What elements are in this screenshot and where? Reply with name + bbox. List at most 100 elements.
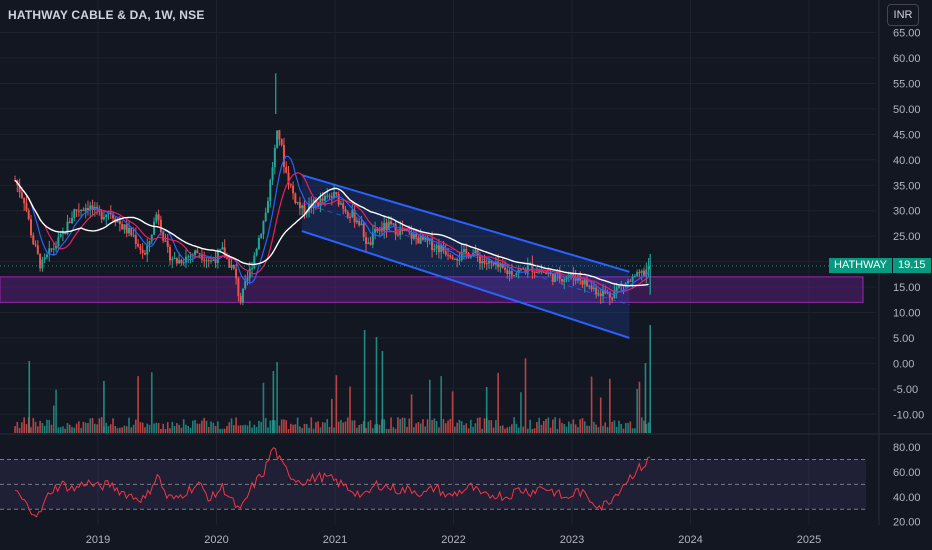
volume-bar	[255, 426, 258, 433]
candle-body	[292, 185, 295, 194]
volume-bar	[622, 428, 625, 433]
candle-body	[100, 212, 103, 220]
candle-body	[68, 221, 71, 223]
volume-bar	[198, 423, 201, 433]
candle-body	[428, 238, 431, 241]
volume-bar	[30, 427, 32, 433]
candle-body	[531, 263, 534, 272]
candle-body	[321, 198, 324, 201]
candle-body	[187, 256, 190, 258]
volume-bar	[264, 418, 267, 433]
volume-bar	[426, 419, 429, 433]
candle-body	[196, 250, 199, 254]
volume-bar	[196, 423, 199, 433]
volume-bar	[577, 427, 579, 433]
volume-bar	[456, 422, 458, 433]
volume-bar	[253, 424, 256, 433]
price-tick-label: -10.00	[893, 409, 924, 421]
candle-body	[547, 272, 550, 275]
ma-white-line[interactable]	[14, 179, 649, 287]
volume-bar	[403, 417, 406, 433]
volume-bar	[479, 417, 481, 433]
candle-body	[121, 224, 124, 230]
volume-bar	[260, 421, 262, 433]
volume-bar	[533, 428, 536, 433]
candle-body	[96, 206, 99, 210]
rsi-line[interactable]	[14, 447, 651, 518]
candle-body	[285, 166, 288, 173]
candle-body	[251, 268, 254, 270]
candle-body	[597, 293, 600, 295]
volume-bar	[153, 423, 155, 433]
candle-body	[643, 270, 646, 277]
candle-body	[212, 259, 215, 261]
volume-bar	[488, 420, 490, 433]
volume-bar	[593, 421, 595, 433]
candle-body	[617, 285, 620, 288]
candle-body	[175, 257, 178, 264]
volume-bar	[638, 381, 641, 433]
volume-bar	[100, 417, 103, 433]
volume-bar	[387, 428, 390, 433]
currency-button[interactable]: INR	[887, 4, 919, 26]
volume-bar	[644, 363, 647, 433]
candle-body	[362, 223, 365, 238]
volume-bar	[173, 426, 176, 433]
volume-bar	[57, 427, 60, 433]
volume-bar	[497, 372, 499, 433]
volume-bar	[435, 421, 438, 433]
candle-body	[515, 273, 518, 276]
candle-body	[153, 221, 156, 235]
volume-bar	[331, 398, 333, 433]
candle-body	[433, 248, 436, 251]
volume-bar	[356, 427, 358, 433]
price-axis: 65.00 60.00 55.00 50.00 45.00 40.00 35.00 30.00…	[893, 28, 924, 422]
candle-body	[599, 293, 602, 297]
candle-body	[542, 271, 545, 273]
candle-body	[608, 292, 611, 298]
candle-body	[80, 209, 83, 211]
volume-bar	[634, 428, 636, 433]
candle-body	[383, 222, 386, 232]
volume-bar	[360, 423, 363, 433]
candle-body	[27, 210, 30, 220]
candle-body	[410, 232, 413, 239]
volume-bar	[458, 419, 461, 433]
candle-body	[43, 257, 46, 260]
volume-bar	[192, 420, 194, 433]
candle-body	[198, 253, 201, 255]
rsi-pane: 80.00 60.00 40.00 20.00	[0, 442, 921, 529]
candle-body	[57, 237, 60, 246]
volume-bar	[98, 418, 101, 433]
volume-bar	[561, 422, 563, 433]
candle-body	[394, 223, 397, 235]
candle-body	[244, 280, 247, 289]
channel-lower-line[interactable]	[301, 230, 630, 339]
ma-red-line[interactable]	[14, 172, 649, 293]
candle-body	[551, 273, 554, 282]
channel-upper-line[interactable]	[301, 174, 630, 273]
volume-bar	[618, 420, 620, 433]
volume-bar	[296, 417, 299, 433]
volume-bar	[271, 419, 274, 433]
volume-bar	[14, 426, 16, 433]
volume-bar	[109, 424, 112, 433]
candle-body	[123, 224, 126, 230]
volume-bar	[37, 426, 39, 433]
volume-bar	[504, 428, 506, 433]
candle-body	[155, 214, 158, 222]
candle-body	[205, 260, 208, 262]
candle-body	[255, 249, 258, 256]
candle-body	[506, 269, 509, 274]
volume-bar	[39, 420, 41, 433]
candle-body	[458, 259, 461, 261]
candle-body	[105, 214, 108, 218]
volume-bar	[631, 428, 634, 433]
candle-body	[18, 184, 21, 193]
volume-bar	[454, 426, 456, 433]
volume-bar	[365, 427, 367, 433]
candle-body	[323, 195, 326, 201]
demand-zone[interactable]	[0, 276, 864, 303]
volume-bar	[645, 424, 648, 433]
